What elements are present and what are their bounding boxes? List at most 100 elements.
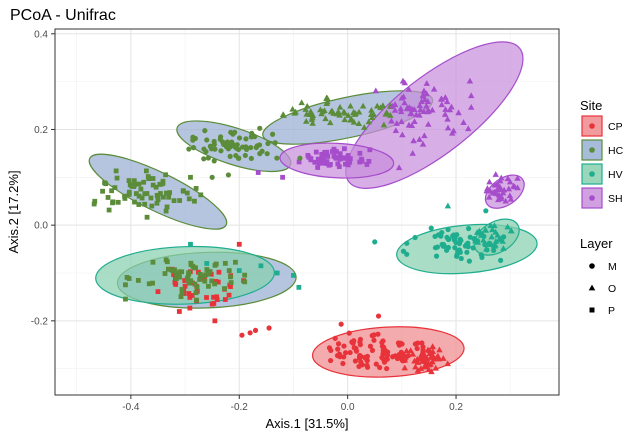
legend-layer-label: M (608, 261, 617, 273)
point-sh-p (366, 158, 372, 164)
point-hv-m (404, 251, 410, 257)
point-hc-m (234, 142, 240, 148)
point-hc-p (233, 259, 238, 265)
point-sh-o (514, 174, 521, 181)
point-hv-m (440, 243, 446, 249)
point-sh-p (321, 157, 327, 163)
point-hv-m (466, 258, 472, 264)
point-cp-p (182, 278, 188, 283)
point-hv-m (372, 239, 378, 245)
point-sh-p (357, 150, 363, 156)
point-hv-o (488, 233, 495, 240)
point-hv-o (477, 232, 485, 238)
point-cp-m (415, 340, 421, 346)
legend-site-sh: SH (581, 187, 623, 209)
point-hc-p (188, 174, 193, 180)
point-hc-p (143, 168, 149, 174)
point-hc-p (192, 198, 197, 204)
point-hc-p (126, 192, 132, 197)
point-hv-m (465, 240, 471, 246)
point-hc-o (350, 108, 357, 115)
legend-site-dot (589, 195, 595, 201)
point-cp-p (215, 279, 221, 285)
point-sh-o (438, 101, 445, 108)
point-hc-p (222, 260, 228, 266)
point-cp-o (420, 357, 428, 363)
point-sh-p (344, 155, 350, 161)
y-axis-ticks: -0.2 0.0 0.2 0.4 (31, 29, 55, 327)
point-hv-m (445, 226, 451, 233)
point-cp-o (401, 364, 408, 371)
point-hc-m (242, 152, 248, 159)
point-sh-o (507, 195, 515, 202)
point-hc-m (248, 144, 254, 151)
point-hc-o (359, 102, 367, 109)
point-cp-m (346, 330, 352, 336)
x-axis-title: Axis.1 [31.5%] (265, 416, 348, 431)
point-sh-o (405, 105, 412, 111)
point-hc-m (205, 155, 211, 161)
point-sh-o (391, 106, 399, 113)
point-cp-m (353, 348, 360, 354)
point-sh-o (444, 115, 451, 122)
x-tick-label: 0.0 (341, 402, 355, 413)
point-hc-m (201, 156, 207, 162)
point-hv-o (482, 226, 490, 233)
point-sh-p (341, 146, 347, 152)
x-tick-label: -0.4 (122, 402, 140, 413)
legend-site-title: Site (580, 98, 602, 113)
point-sh-o (401, 79, 408, 86)
point-hc-m (297, 155, 303, 161)
point-hc-p (103, 181, 109, 187)
point-hc-o (377, 104, 384, 111)
legend-layer-label: P (608, 305, 615, 317)
point-cp-m (342, 350, 349, 356)
y-tick-label: 0.2 (34, 125, 48, 136)
point-hc-p (136, 202, 142, 207)
point-hc-p (136, 181, 142, 187)
legend-layer-m: M (589, 261, 617, 273)
point-hc-m (248, 155, 254, 162)
point-hc-p (133, 191, 139, 196)
point-sh-o (423, 80, 431, 86)
point-sh-o (505, 185, 513, 192)
point-hc-m (225, 172, 232, 178)
point-cp-m (371, 337, 377, 343)
point-hc-p (194, 284, 200, 290)
point-hc-o (289, 105, 296, 112)
point-sh-p (357, 159, 363, 165)
point-hc-o (355, 108, 363, 115)
point-sh-o (450, 127, 457, 134)
point-sh-p (335, 161, 341, 167)
point-hc-p (206, 283, 211, 289)
point-hc-o (340, 108, 348, 115)
point-hv-m (438, 233, 444, 239)
point-hc-p (198, 192, 204, 198)
point-sh-o (506, 178, 514, 185)
point-cp-m (335, 341, 342, 347)
point-hc-m (192, 135, 198, 142)
point-cp-m (357, 352, 363, 359)
point-hc-p (138, 186, 144, 192)
point-hc-m (243, 144, 249, 150)
point-cp-p (187, 294, 193, 300)
point-sh-o (493, 180, 501, 187)
point-hc-p (204, 267, 210, 272)
point-hc-o (309, 119, 316, 126)
point-cp-p (186, 291, 192, 296)
point-cp-o (440, 355, 447, 361)
point-hv-m (404, 240, 410, 246)
point-cp-m (239, 332, 245, 338)
point-hc-p (179, 290, 185, 296)
point-hv-m (457, 236, 463, 242)
point-sh-p (343, 161, 348, 167)
point-cp-o (409, 350, 417, 357)
point-sh-o (392, 127, 400, 134)
legend-layer-key (588, 284, 596, 291)
point-hc-p (135, 278, 141, 283)
point-hv-m (465, 225, 472, 232)
point-hc-p (212, 262, 218, 268)
point-hc-m (243, 136, 249, 142)
point-cp-o (407, 347, 414, 353)
point-sh-p (312, 159, 318, 165)
